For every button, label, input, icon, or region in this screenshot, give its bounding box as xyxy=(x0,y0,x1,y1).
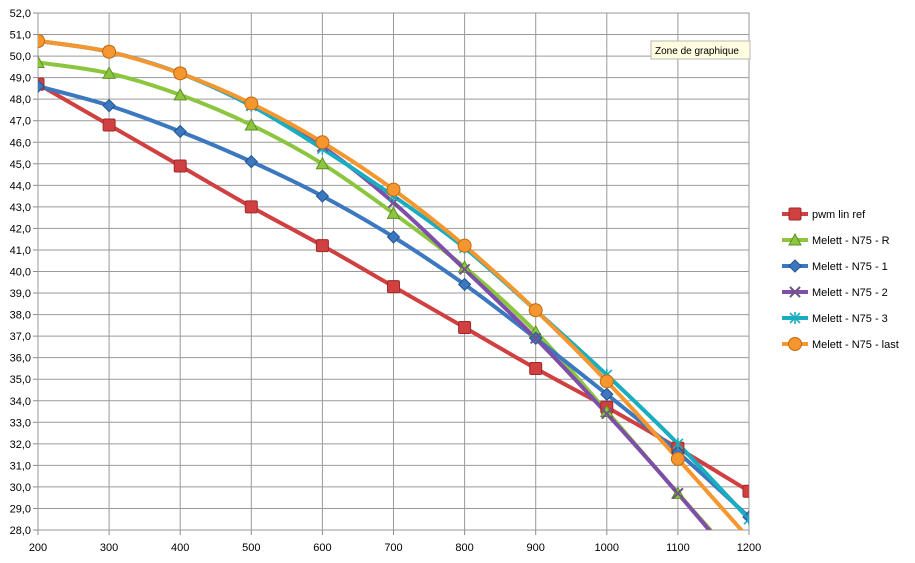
data-point-series-4[interactable] xyxy=(672,437,684,450)
y-tick-label: 29,0 xyxy=(10,503,31,515)
data-point-series-2[interactable] xyxy=(102,98,116,113)
series-line-5[interactable] xyxy=(38,39,749,539)
data-point-series-5[interactable] xyxy=(102,44,117,59)
y-tick-label: 34,0 xyxy=(10,396,31,408)
data-point-series-0[interactable] xyxy=(244,200,258,214)
x-tick-label: 200 xyxy=(29,542,47,554)
y-tick-label: 52,0 xyxy=(10,8,31,20)
legend-label: Melett - N75 - last xyxy=(812,339,899,351)
tooltip-box xyxy=(650,40,751,60)
y-tick-label: 33,0 xyxy=(10,417,31,429)
legend-item[interactable]: Melett - N75 - 1 xyxy=(782,259,888,273)
data-point-series-0[interactable] xyxy=(529,361,543,375)
y-tick-label: 36,0 xyxy=(10,353,31,365)
data-point-series-0[interactable] xyxy=(387,280,400,294)
y-tick-label: 48,0 xyxy=(10,94,31,106)
legend-marker[interactable] xyxy=(789,286,801,298)
y-tick-label: 50,0 xyxy=(10,51,31,63)
data-point-series-5[interactable] xyxy=(315,135,330,150)
data-point-series-3[interactable] xyxy=(529,332,542,344)
y-tick-label: 37,0 xyxy=(10,331,31,343)
y-tick-label: 45,0 xyxy=(10,159,31,171)
data-point-series-5[interactable] xyxy=(457,238,472,253)
data-point-series-5[interactable] xyxy=(386,182,401,197)
y-tick-label: 32,0 xyxy=(10,439,31,451)
data-point-series-1[interactable] xyxy=(244,117,259,131)
x-tick-label: 1200 xyxy=(737,542,761,554)
data-point-series-1[interactable] xyxy=(173,87,188,101)
legend-marker[interactable] xyxy=(788,207,802,221)
data-point-series-3[interactable] xyxy=(458,263,471,276)
y-tick-label: 44,0 xyxy=(10,180,31,192)
y-tick-label: 35,0 xyxy=(10,374,31,386)
legend-label: Melett - N75 - 2 xyxy=(812,287,888,299)
legend-item[interactable]: Melett - N75 - 3 xyxy=(782,312,888,325)
legend-marker[interactable] xyxy=(788,259,802,273)
x-tick-label: 1100 xyxy=(666,542,690,554)
data-point-series-4[interactable] xyxy=(743,513,754,526)
legend-label: pwm lin ref xyxy=(812,209,866,221)
tooltip-text: Zone de graphique xyxy=(655,46,739,57)
y-tick-label: 38,0 xyxy=(10,310,31,322)
y-tick-label: 31,0 xyxy=(10,460,31,472)
data-point-series-5[interactable] xyxy=(670,451,685,466)
legend-item[interactable]: pwm lin ref xyxy=(782,207,866,221)
x-tick-label: 400 xyxy=(171,542,189,554)
data-point-series-1[interactable] xyxy=(32,55,45,69)
x-tick-label: 1000 xyxy=(595,542,619,554)
data-point-series-0[interactable] xyxy=(742,484,755,498)
y-tick-label: 41,0 xyxy=(10,245,31,257)
y-tick-label: 39,0 xyxy=(10,288,31,300)
legend-marker[interactable] xyxy=(789,312,801,324)
data-point-series-2[interactable] xyxy=(457,277,472,292)
data-point-series-2[interactable] xyxy=(315,189,330,203)
data-point-series-0[interactable] xyxy=(315,239,329,253)
y-tick-label: 40,0 xyxy=(10,267,31,279)
x-tick-label: 900 xyxy=(527,542,545,554)
legend-label: Melett - N75 - 1 xyxy=(812,261,888,273)
data-point-series-2[interactable] xyxy=(244,154,259,169)
data-point-series-1[interactable] xyxy=(102,66,116,79)
y-tick-label: 28,0 xyxy=(10,525,31,537)
data-point-series-2[interactable] xyxy=(32,79,45,93)
y-tick-label: 42,0 xyxy=(10,223,31,235)
legend-label: Melett - N75 - 3 xyxy=(812,313,888,325)
x-tick-label: 500 xyxy=(242,542,260,554)
data-point-series-0[interactable] xyxy=(173,159,187,173)
data-point-series-2[interactable] xyxy=(386,230,401,244)
y-tick-label: 43,0 xyxy=(10,202,31,214)
data-point-series-1[interactable] xyxy=(315,156,330,170)
data-point-series-0[interactable] xyxy=(458,321,472,335)
data-point-series-3[interactable] xyxy=(672,487,684,500)
chart-tooltip: Zone de graphique xyxy=(650,40,751,60)
data-point-series-5[interactable] xyxy=(244,96,259,111)
legend-item[interactable]: Melett - N75 - R xyxy=(782,232,890,247)
legend-marker[interactable] xyxy=(788,232,802,246)
data-point-series-5[interactable] xyxy=(599,374,614,389)
legend-item[interactable]: Melett - N75 - last xyxy=(782,337,899,352)
x-tick-label: 700 xyxy=(384,542,402,554)
y-tick-label: 49,0 xyxy=(10,73,31,85)
legend-marker[interactable] xyxy=(788,337,802,351)
series-line-2[interactable] xyxy=(38,84,749,520)
x-tick-label: 300 xyxy=(100,542,118,554)
data-point-series-5[interactable] xyxy=(528,303,543,318)
x-tick-label: 600 xyxy=(313,542,331,554)
data-point-series-3[interactable] xyxy=(601,407,613,420)
legend-label: Melett - N75 - R xyxy=(812,235,890,247)
x-tick-label: 800 xyxy=(455,542,473,554)
y-tick-label: 51,0 xyxy=(10,30,31,42)
y-tick-label: 30,0 xyxy=(10,482,31,494)
data-point-series-5[interactable] xyxy=(173,66,188,81)
data-point-series-1[interactable] xyxy=(386,206,401,219)
y-tick-label: 46,0 xyxy=(10,137,31,149)
data-point-series-0[interactable] xyxy=(102,118,116,132)
y-tick-label: 47,0 xyxy=(10,116,31,128)
data-point-series-5[interactable] xyxy=(32,34,45,49)
legend-item[interactable]: Melett - N75 - 2 xyxy=(782,286,888,299)
data-point-series-2[interactable] xyxy=(173,124,187,139)
data-point-series-2[interactable] xyxy=(600,387,614,401)
